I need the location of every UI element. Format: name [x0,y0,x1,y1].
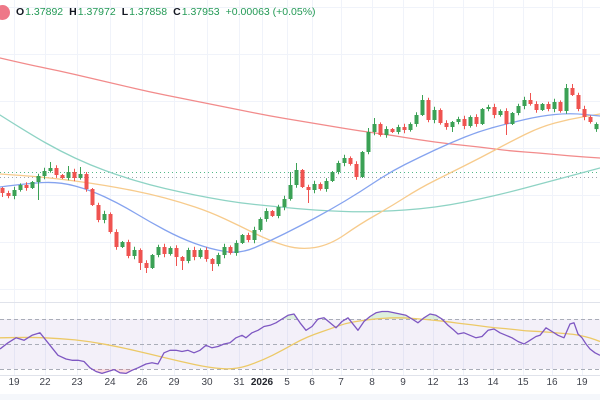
x-axis-tick: 2026 [250,377,274,388]
sma-slow-red-line [0,57,600,159]
sma-teal-line [0,114,600,213]
x-axis-tick: 8 [369,377,375,388]
x-axis-tick: 22 [39,377,51,388]
open-label: O [16,6,25,18]
rsi-oversold-fill [0,369,600,374]
low-label: L [121,6,129,18]
legend-close: C 1.37953 [173,5,220,20]
legend-open: O 1.37892 [16,5,63,20]
x-axis-tick: 23 [71,377,83,388]
x-axis-tick: 6 [309,377,315,388]
instrument-logo-icon [0,5,10,20]
close-value: 1.37953 [181,6,220,18]
x-axis-tick: 29 [168,377,180,388]
rsi-line [0,310,600,375]
grid-layer [0,0,600,375]
ohlc-legend: O 1.37892 H 1.37972 L 1.37858 C 1.37953 +0.0… [0,5,316,20]
x-axis-tick: 19 [576,377,588,388]
time-axis[interactable]: 19 22 23 24 26 29 30 31 2026 5 6 7 8 9 12 13 14 15 16 19 [0,377,600,394]
x-axis-tick: 31 [233,377,245,388]
x-axis-tick: 14 [487,377,499,388]
sma-fast-blue-line [0,113,600,253]
legend-change: +0.00063 (+0.05%) [225,6,316,18]
high-value: 1.37972 [77,6,116,18]
x-axis-tick: 7 [338,377,344,388]
x-axis-tick: 9 [400,377,406,388]
open-value: 1.37892 [25,6,64,18]
x-axis-tick: 26 [136,377,148,388]
legend-high: H 1.37972 [69,5,116,20]
x-axis-tick: 16 [546,377,558,388]
sma-orange-line [0,113,600,250]
x-axis-tick: 12 [427,377,439,388]
x-axis-tick: 24 [104,377,116,388]
x-axis-tick: 13 [457,377,469,388]
rsi-ma-line [0,317,600,370]
low-value: 1.37858 [129,6,168,18]
x-axis-tick: 5 [284,377,290,388]
close-label: C [173,6,181,18]
x-axis-tick: 30 [201,377,213,388]
rsi-pane [0,310,600,375]
x-axis-tick: 15 [517,377,529,388]
candles-layer [0,84,599,273]
x-axis-tick: 19 [8,377,20,388]
high-label: H [69,6,77,18]
legend-low: L 1.37858 [122,5,167,20]
bottom-strip [0,394,600,400]
